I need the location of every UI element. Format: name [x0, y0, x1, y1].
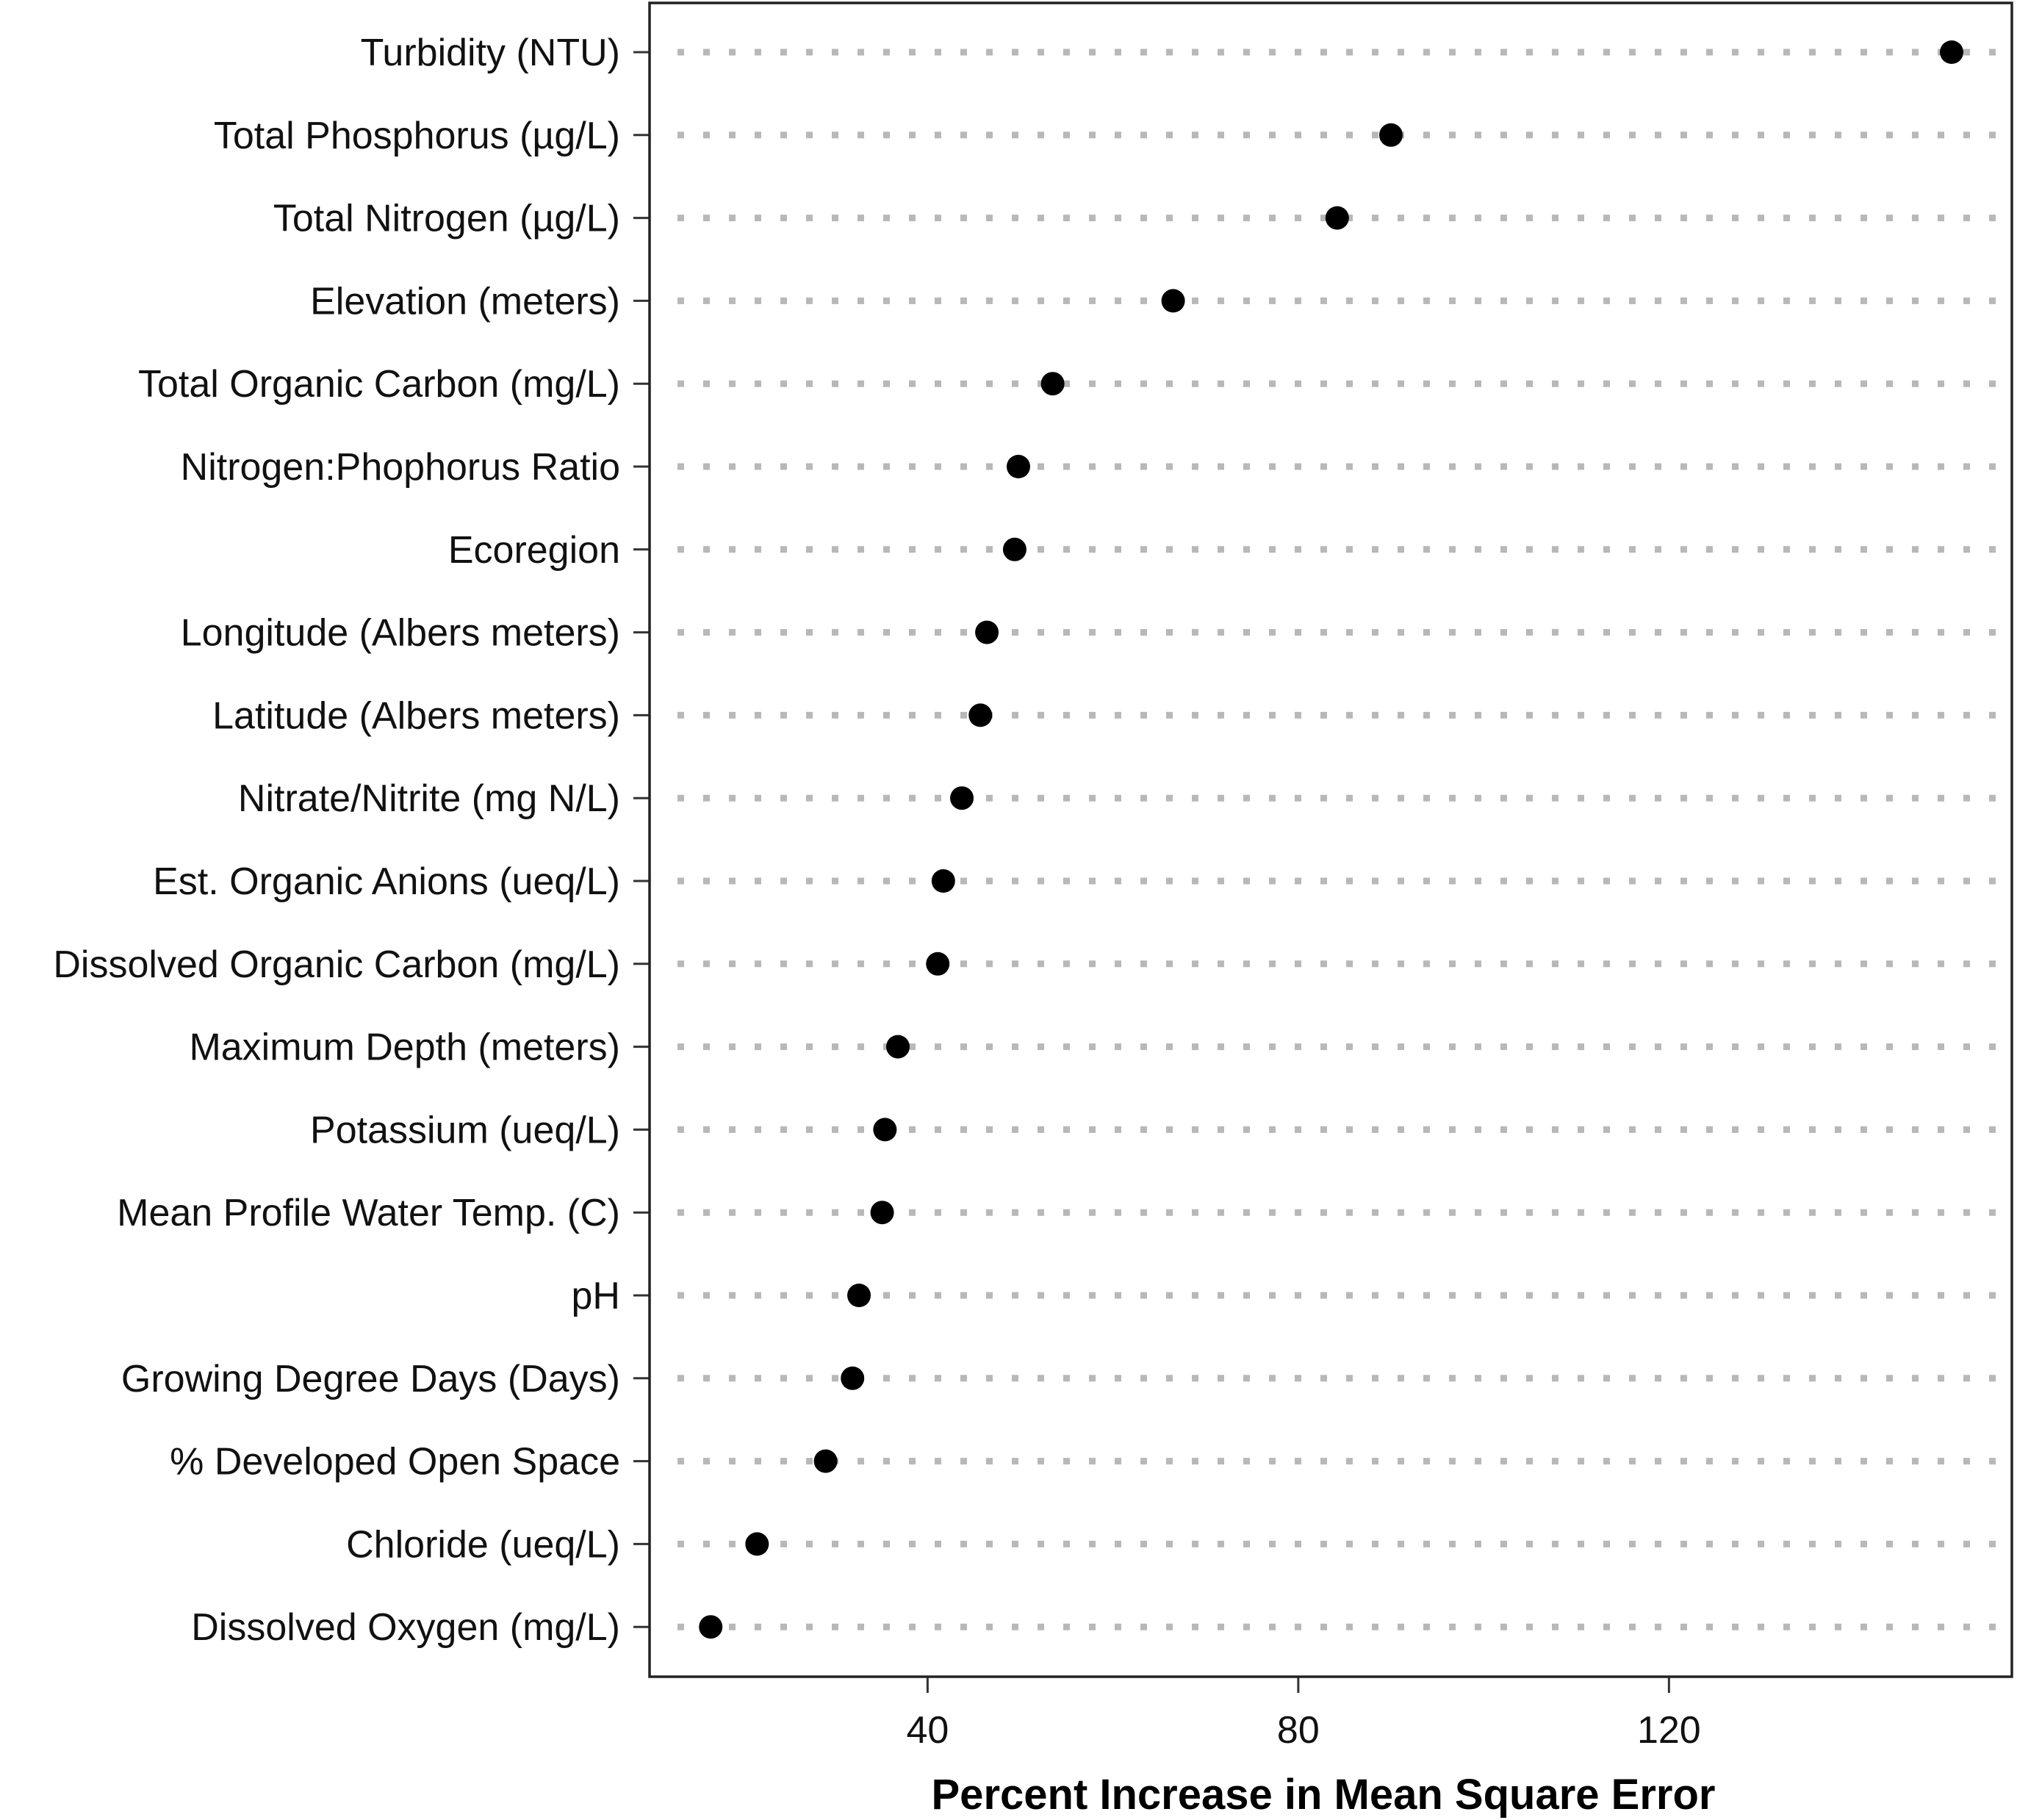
category-label: Elevation (meters)	[310, 280, 620, 323]
data-point	[1940, 40, 1964, 64]
x-axis-ticks	[926, 1677, 1670, 1693]
category-label: Nitrate/Nitrite (mg N/L)	[238, 777, 620, 820]
data-point	[926, 952, 950, 976]
y-axis-ticks	[633, 51, 650, 1628]
data-point	[975, 620, 999, 644]
category-label: Turbidity (NTU)	[361, 32, 620, 74]
x-axis-tick-labels: 40 80 120	[906, 1709, 1700, 1752]
category-label: Dissolved Oxygen (mg/L)	[191, 1606, 620, 1649]
data-points	[699, 40, 1964, 1639]
data-point	[1006, 455, 1030, 478]
category-label: Growing Degree Days (Days)	[121, 1358, 620, 1400]
category-label: Mean Profile Water Temp. (C)	[117, 1192, 620, 1234]
data-point	[873, 1118, 897, 1142]
category-label: Est. Organic Anions (ueq/L)	[153, 860, 620, 903]
data-point	[1161, 289, 1185, 313]
plot-frame	[648, 1, 2013, 1678]
category-label: Nitrogen:Phophorus Ratio	[181, 446, 620, 489]
category-label: Dissolved Organic Carbon (mg/L)	[53, 943, 620, 986]
data-point	[931, 869, 955, 893]
x-axis-title: Percent Increase in Mean Square Error	[932, 1771, 1716, 1819]
x-tick-label: 40	[906, 1709, 949, 1752]
data-point	[886, 1035, 910, 1059]
data-point	[841, 1366, 865, 1390]
category-label: Ecoregion	[448, 529, 620, 572]
data-point	[1040, 372, 1065, 396]
data-point	[813, 1449, 838, 1473]
data-point	[1325, 206, 1349, 230]
data-point	[968, 703, 993, 727]
data-point	[870, 1201, 894, 1225]
data-point	[950, 786, 974, 810]
x-tick-label: 80	[1277, 1709, 1320, 1752]
category-label: pH	[572, 1275, 620, 1317]
category-label: Total Nitrogen (µg/L)	[273, 198, 620, 240]
data-point	[1002, 537, 1027, 561]
category-label: Total Phosphorus (µg/L)	[214, 115, 620, 157]
category-label: Potassium (ueq/L)	[310, 1109, 620, 1151]
category-label: Total Organic Carbon (mg/L)	[138, 363, 620, 406]
data-point	[699, 1615, 723, 1639]
category-label: % Developed Open Space	[170, 1441, 620, 1483]
category-label: Latitude (Albers meters)	[212, 694, 620, 737]
x-tick-label: 120	[1637, 1709, 1701, 1752]
y-axis-category-labels: Turbidity (NTU) Total Phosphorus (µg/L) To…	[53, 32, 620, 1649]
category-label: Longitude (Albers meters)	[181, 612, 620, 655]
category-label: Chloride (ueq/L)	[346, 1523, 620, 1566]
category-label: Maximum Depth (meters)	[189, 1026, 620, 1069]
data-point	[1378, 123, 1403, 147]
data-point	[745, 1532, 769, 1556]
data-point	[847, 1284, 871, 1307]
category-guide-lines	[677, 48, 2007, 1630]
